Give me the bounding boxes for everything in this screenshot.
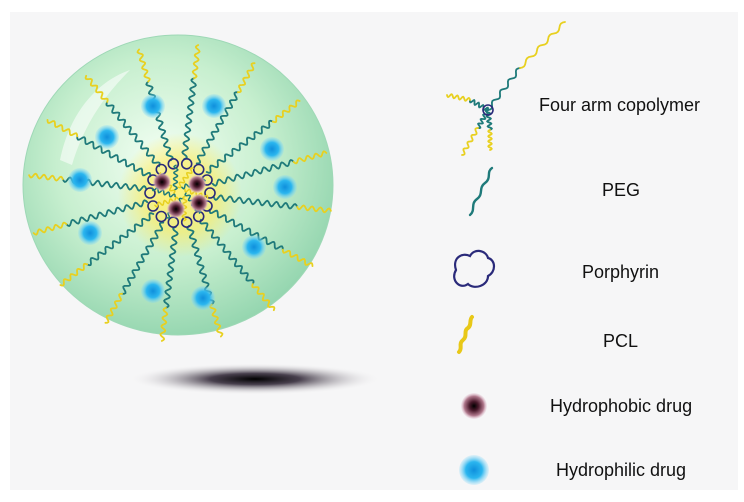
hydrophobic-core-glow — [118, 133, 242, 257]
copolymer-peg-segment — [477, 109, 489, 129]
legend-label-porphyrin: Porphyrin — [582, 262, 660, 282]
hydrophilic-drug — [95, 125, 119, 149]
hydrophilic-drug — [141, 279, 165, 303]
legend-label-peg: PEG — [602, 180, 641, 200]
peg-icon — [468, 166, 494, 217]
copolymer-peg-segment — [469, 99, 489, 111]
legend-label-pcl: PCL — [603, 331, 639, 351]
peg-chain — [199, 218, 255, 285]
pcl-chain — [237, 62, 256, 94]
pcl-chain — [292, 150, 328, 165]
four-arm-copolymer-icon — [446, 21, 566, 156]
core-chain — [177, 167, 194, 189]
porphyrin-loop — [180, 216, 193, 228]
hydrophilic-drug — [141, 94, 165, 118]
legend-label-hydrophilic-drug: Hydrophilic drug — [556, 460, 687, 480]
hydrophilic-drugs — [68, 94, 297, 310]
pcl-chain — [271, 99, 301, 124]
pcl-chain — [46, 119, 79, 138]
peg-chain — [86, 212, 155, 267]
peg-chain — [208, 208, 284, 251]
legend-label-hydrophobic-drug: Hydrophobic drug — [550, 396, 693, 416]
porphyrin-loop — [144, 187, 156, 199]
copolymer-peg-segment — [485, 109, 493, 131]
copolymer-peg-segment — [487, 67, 521, 111]
hydrophobic-drug — [188, 175, 206, 193]
hydrophilic-drug-icon — [459, 455, 489, 485]
peg-chain — [121, 221, 165, 295]
peg-chain — [195, 91, 239, 165]
porphyrin-icon — [453, 249, 496, 288]
hydrophilic-drug — [273, 175, 297, 199]
micelle-shadow — [127, 363, 383, 395]
peg-chain — [181, 77, 197, 161]
pcl-chain — [84, 74, 109, 103]
peg-chain — [212, 194, 299, 210]
pcl-chain — [296, 204, 332, 214]
copolymer-pcl-segment — [487, 129, 493, 151]
peg-chain — [163, 225, 179, 309]
hydrophilic-drug — [242, 235, 266, 259]
peg-chain — [65, 199, 149, 227]
pcl-chain — [159, 306, 169, 342]
pcl-chain — [209, 303, 224, 338]
copolymer-pcl-segment — [519, 21, 566, 69]
porphyrin-loop — [204, 187, 216, 199]
hydrophilic-drug — [78, 221, 102, 245]
peg-chain — [211, 159, 295, 187]
legend-label-four-arm-copolymer: Four arm copolymer — [539, 95, 701, 115]
porphyrin-loop — [180, 158, 193, 170]
porphyrin-loop — [167, 158, 180, 170]
hydrophobic-drug — [190, 194, 208, 212]
copolymer-pcl-segment — [461, 127, 479, 156]
pcl-chain — [281, 248, 314, 267]
hydrophobic-drug — [167, 200, 185, 218]
peg-chain — [105, 101, 161, 168]
pcl-chain — [59, 262, 89, 287]
shell-highlight — [60, 70, 130, 165]
porphyrin-loop — [192, 163, 205, 176]
peg-chain — [76, 135, 152, 178]
pcl-chain — [104, 292, 123, 324]
pcl-chain — [32, 221, 68, 236]
pcl-chain — [136, 48, 151, 83]
pcl-chain — [251, 283, 276, 312]
porphyrin-loop — [155, 210, 168, 223]
pcl-icon — [457, 315, 474, 354]
hydrophobic-drug — [153, 173, 171, 191]
hydrophilic-drug — [68, 168, 92, 192]
hydrophilic-drug — [260, 137, 284, 161]
core-chain — [172, 164, 179, 191]
copolymer-arms — [28, 44, 332, 342]
copolymer-pcl-segment — [446, 93, 471, 102]
pcl-chain — [191, 44, 201, 80]
pcl-chain — [28, 172, 64, 182]
micelle-core — [144, 158, 216, 228]
hydrophilic-drug — [191, 286, 215, 310]
hydrophilic-drug — [202, 94, 226, 118]
peg-chain — [205, 119, 274, 174]
copolymer-porphyrin-core — [482, 104, 494, 116]
hydrophobic-drug-icon — [461, 393, 487, 419]
